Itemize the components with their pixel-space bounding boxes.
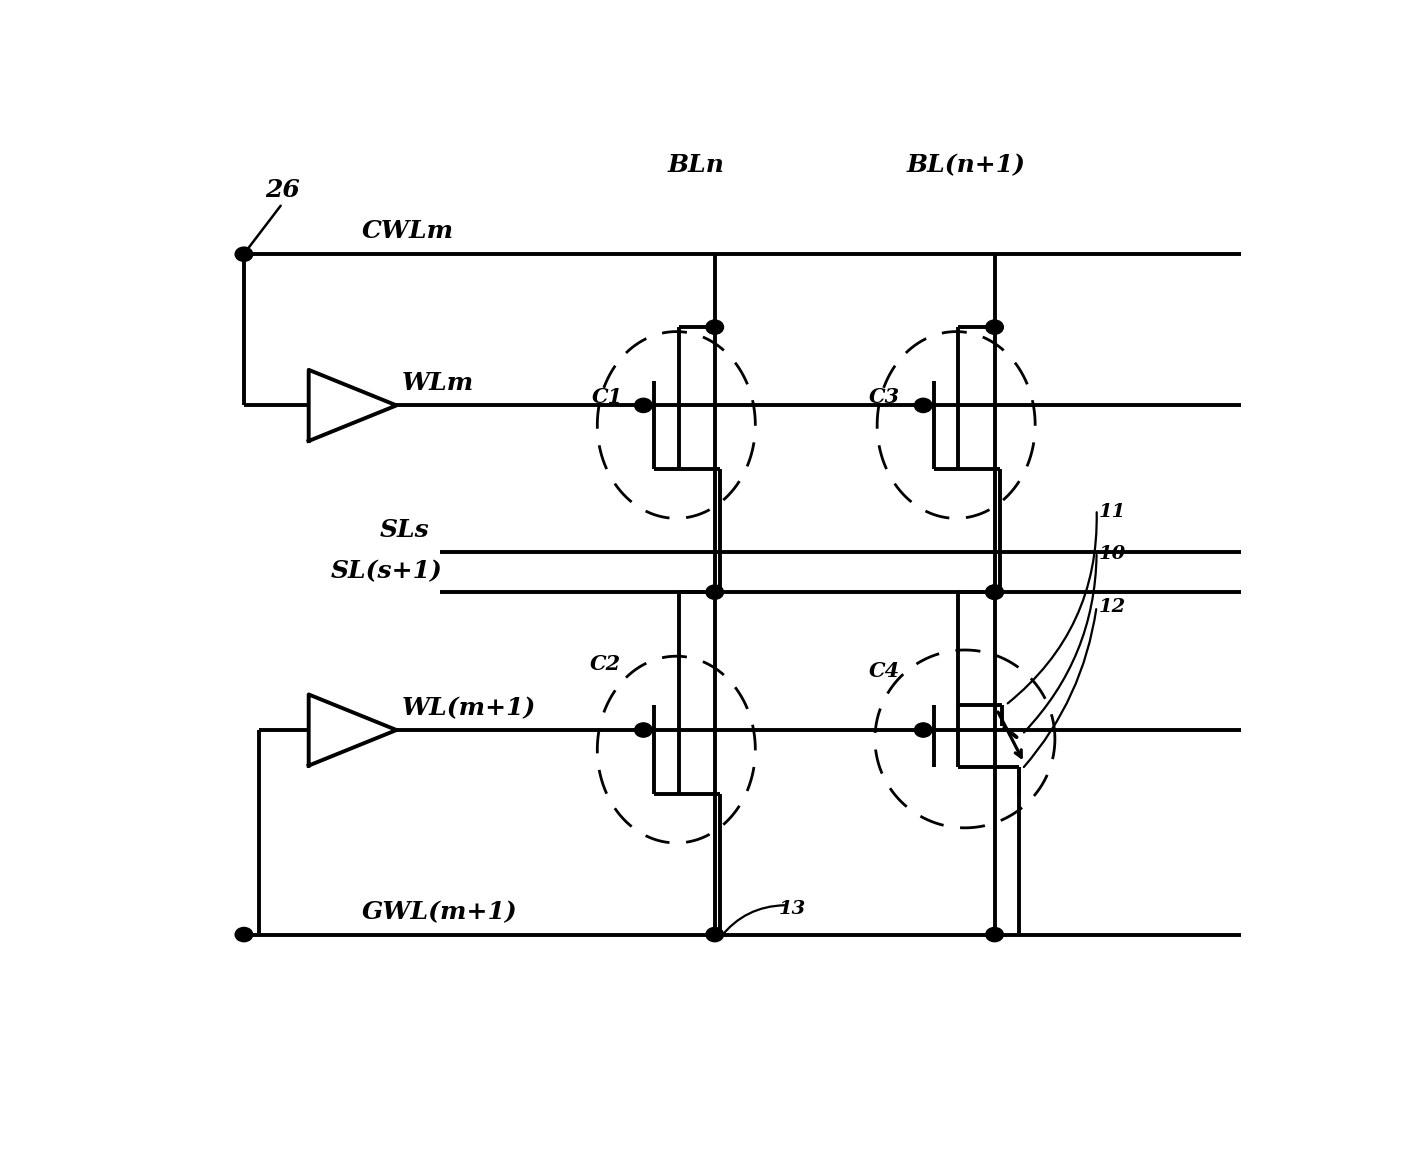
Circle shape — [634, 723, 653, 737]
Text: C1: C1 — [592, 387, 623, 407]
Circle shape — [707, 927, 724, 941]
Text: WLm: WLm — [402, 371, 474, 395]
Text: CWLm: CWLm — [361, 219, 453, 244]
Circle shape — [707, 586, 724, 599]
Text: BL(n+1): BL(n+1) — [906, 154, 1025, 178]
Circle shape — [915, 723, 932, 737]
Text: 26: 26 — [265, 178, 300, 202]
Text: SL(s+1): SL(s+1) — [331, 559, 443, 583]
Circle shape — [986, 320, 1004, 334]
Text: BLn: BLn — [667, 154, 725, 178]
Text: C3: C3 — [868, 387, 899, 407]
Circle shape — [634, 398, 653, 412]
Text: C4: C4 — [868, 661, 899, 680]
Circle shape — [707, 320, 724, 334]
Text: 13: 13 — [779, 900, 806, 918]
Circle shape — [986, 927, 1004, 941]
Circle shape — [915, 398, 932, 412]
Text: GWL(m+1): GWL(m+1) — [361, 901, 517, 924]
Text: 12: 12 — [1099, 598, 1126, 616]
Circle shape — [235, 927, 252, 941]
Text: 10: 10 — [1099, 545, 1126, 564]
Circle shape — [986, 586, 1004, 599]
Text: SLs: SLs — [379, 519, 430, 542]
Circle shape — [235, 247, 252, 261]
Circle shape — [986, 586, 1004, 599]
Text: C2: C2 — [589, 655, 620, 675]
Text: WL(m+1): WL(m+1) — [402, 696, 537, 720]
Text: 11: 11 — [1099, 502, 1126, 521]
